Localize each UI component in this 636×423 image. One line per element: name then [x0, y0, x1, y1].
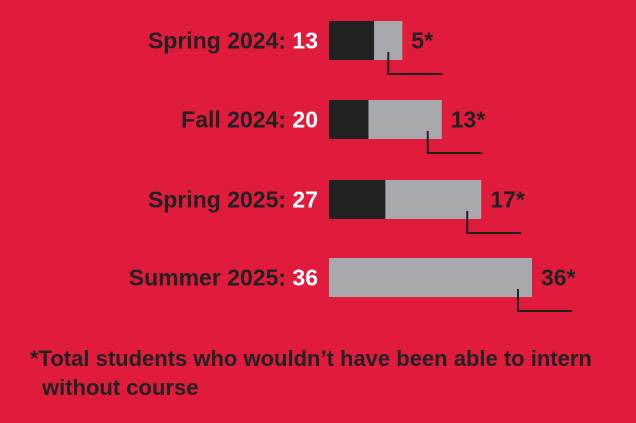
bar-fall-2024-segment-2: [368, 100, 442, 139]
bar-spring-2025-segment-1: [329, 180, 386, 219]
category-label-summer-2025: Summer 2025:: [129, 265, 293, 291]
starred-value-fall-2024: 13*: [451, 107, 486, 133]
leader-line-summer-2025: [517, 289, 572, 312]
total-label-fall-2024: 20: [292, 107, 318, 133]
leader-line-spring-2024: [387, 52, 443, 75]
label-summer-2025: Summer 2025: 36: [129, 265, 318, 291]
starred-value-summer-2025: 36*: [541, 265, 576, 291]
bar-spring-2024-segment-1: [329, 21, 375, 60]
total-label-spring-2024: 13: [292, 28, 318, 54]
footnote: *Total students who wouldn’t have been a…: [30, 344, 620, 402]
footnote-line-1: *Total students who wouldn’t have been a…: [30, 346, 592, 371]
total-label-spring-2025: 27: [292, 187, 318, 213]
category-label-spring-2024: Spring 2024:: [148, 28, 292, 54]
label-fall-2024: Fall 2024: 20: [181, 107, 318, 133]
leader-line-fall-2024: [426, 131, 482, 154]
total-label-summer-2025: 36: [292, 265, 318, 291]
label-spring-2025: Spring 2025: 27: [148, 187, 318, 213]
bar-summer-2025-segment-2: [329, 258, 532, 297]
category-label-fall-2024: Fall 2024:: [181, 107, 292, 133]
category-label-spring-2025: Spring 2025:: [148, 187, 292, 213]
bar-fall-2024-segment-1: [329, 100, 369, 139]
label-spring-2024: Spring 2024: 13: [148, 28, 318, 54]
footnote-line-2: without course: [42, 375, 199, 400]
bar-spring-2025-segment-2: [385, 180, 482, 219]
starred-value-spring-2025: 17*: [490, 187, 525, 213]
starred-value-spring-2024: 5*: [411, 28, 433, 54]
leader-line-spring-2025: [466, 211, 522, 234]
